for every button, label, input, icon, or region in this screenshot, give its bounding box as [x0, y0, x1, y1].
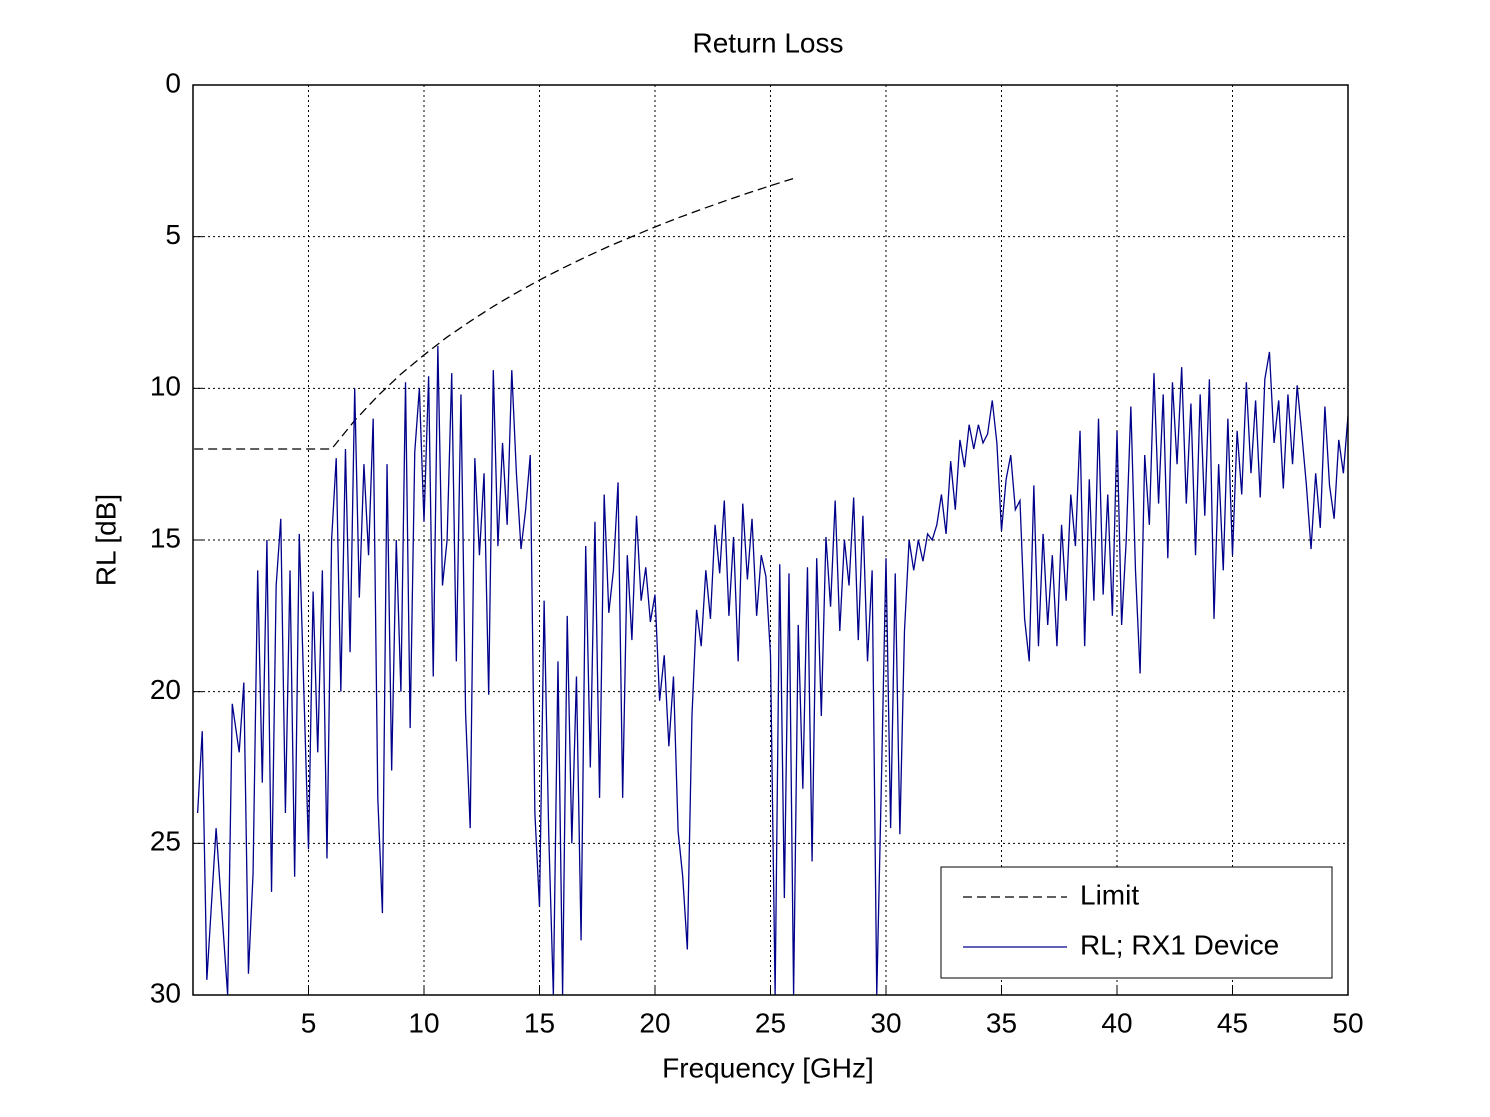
series-line	[194, 177, 794, 450]
legend-box	[940, 866, 1333, 979]
y-tick-label: 25	[150, 826, 181, 857]
y-axis-label: RL [dB]	[90, 494, 121, 586]
series-line	[196, 345, 1348, 995]
y-tick-label: 30	[150, 977, 181, 1008]
y-tick-label: 15	[150, 522, 181, 553]
x-tick-label: 45	[1217, 1007, 1248, 1038]
x-tick-label: 5	[301, 1007, 317, 1038]
chart-title: Return Loss	[693, 27, 844, 58]
y-tick-label: 0	[165, 67, 181, 98]
legend: Limit RL; RX1 Device	[940, 866, 1333, 979]
x-axis-label: Frequency [GHz]	[662, 1052, 874, 1083]
x-tick-label: 40	[1101, 1007, 1132, 1038]
x-tick-label: 15	[524, 1007, 555, 1038]
legend-label: RL; RX1 Device	[1080, 929, 1279, 960]
x-tick-label: 10	[408, 1007, 439, 1038]
lines	[194, 177, 1348, 995]
y-tick-label: 10	[150, 371, 181, 402]
y-tick-label: 20	[150, 674, 181, 705]
plot-frame	[192, 84, 1349, 996]
x-tick-label: 20	[639, 1007, 670, 1038]
legend-label: Limit	[1080, 879, 1139, 910]
y-tick-label: 5	[165, 219, 181, 250]
x-tick-label: 30	[870, 1007, 901, 1038]
x-tick-label: 50	[1332, 1007, 1363, 1038]
x-tick-label: 35	[986, 1007, 1017, 1038]
x-tick-label: 25	[755, 1007, 786, 1038]
